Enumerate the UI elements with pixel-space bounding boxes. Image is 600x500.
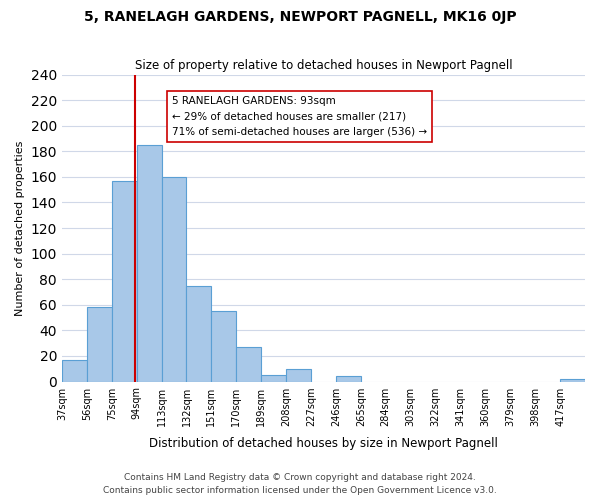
- Bar: [261, 375, 286, 382]
- Bar: [560, 379, 585, 382]
- Bar: [62, 360, 87, 382]
- Text: 5 RANELAGH GARDENS: 93sqm
← 29% of detached houses are smaller (217)
71% of semi: 5 RANELAGH GARDENS: 93sqm ← 29% of detac…: [172, 96, 427, 137]
- Bar: [336, 376, 361, 382]
- Bar: [286, 368, 311, 382]
- Title: Size of property relative to detached houses in Newport Pagnell: Size of property relative to detached ho…: [134, 59, 512, 72]
- Bar: [211, 311, 236, 382]
- Bar: [236, 347, 261, 382]
- Bar: [137, 145, 161, 382]
- Text: Contains HM Land Registry data © Crown copyright and database right 2024.
Contai: Contains HM Land Registry data © Crown c…: [103, 474, 497, 495]
- Bar: [112, 180, 137, 382]
- Text: 5, RANELAGH GARDENS, NEWPORT PAGNELL, MK16 0JP: 5, RANELAGH GARDENS, NEWPORT PAGNELL, MK…: [83, 10, 517, 24]
- Bar: [161, 177, 187, 382]
- Bar: [87, 308, 112, 382]
- X-axis label: Distribution of detached houses by size in Newport Pagnell: Distribution of detached houses by size …: [149, 437, 498, 450]
- Bar: [187, 286, 211, 382]
- Y-axis label: Number of detached properties: Number of detached properties: [15, 140, 25, 316]
